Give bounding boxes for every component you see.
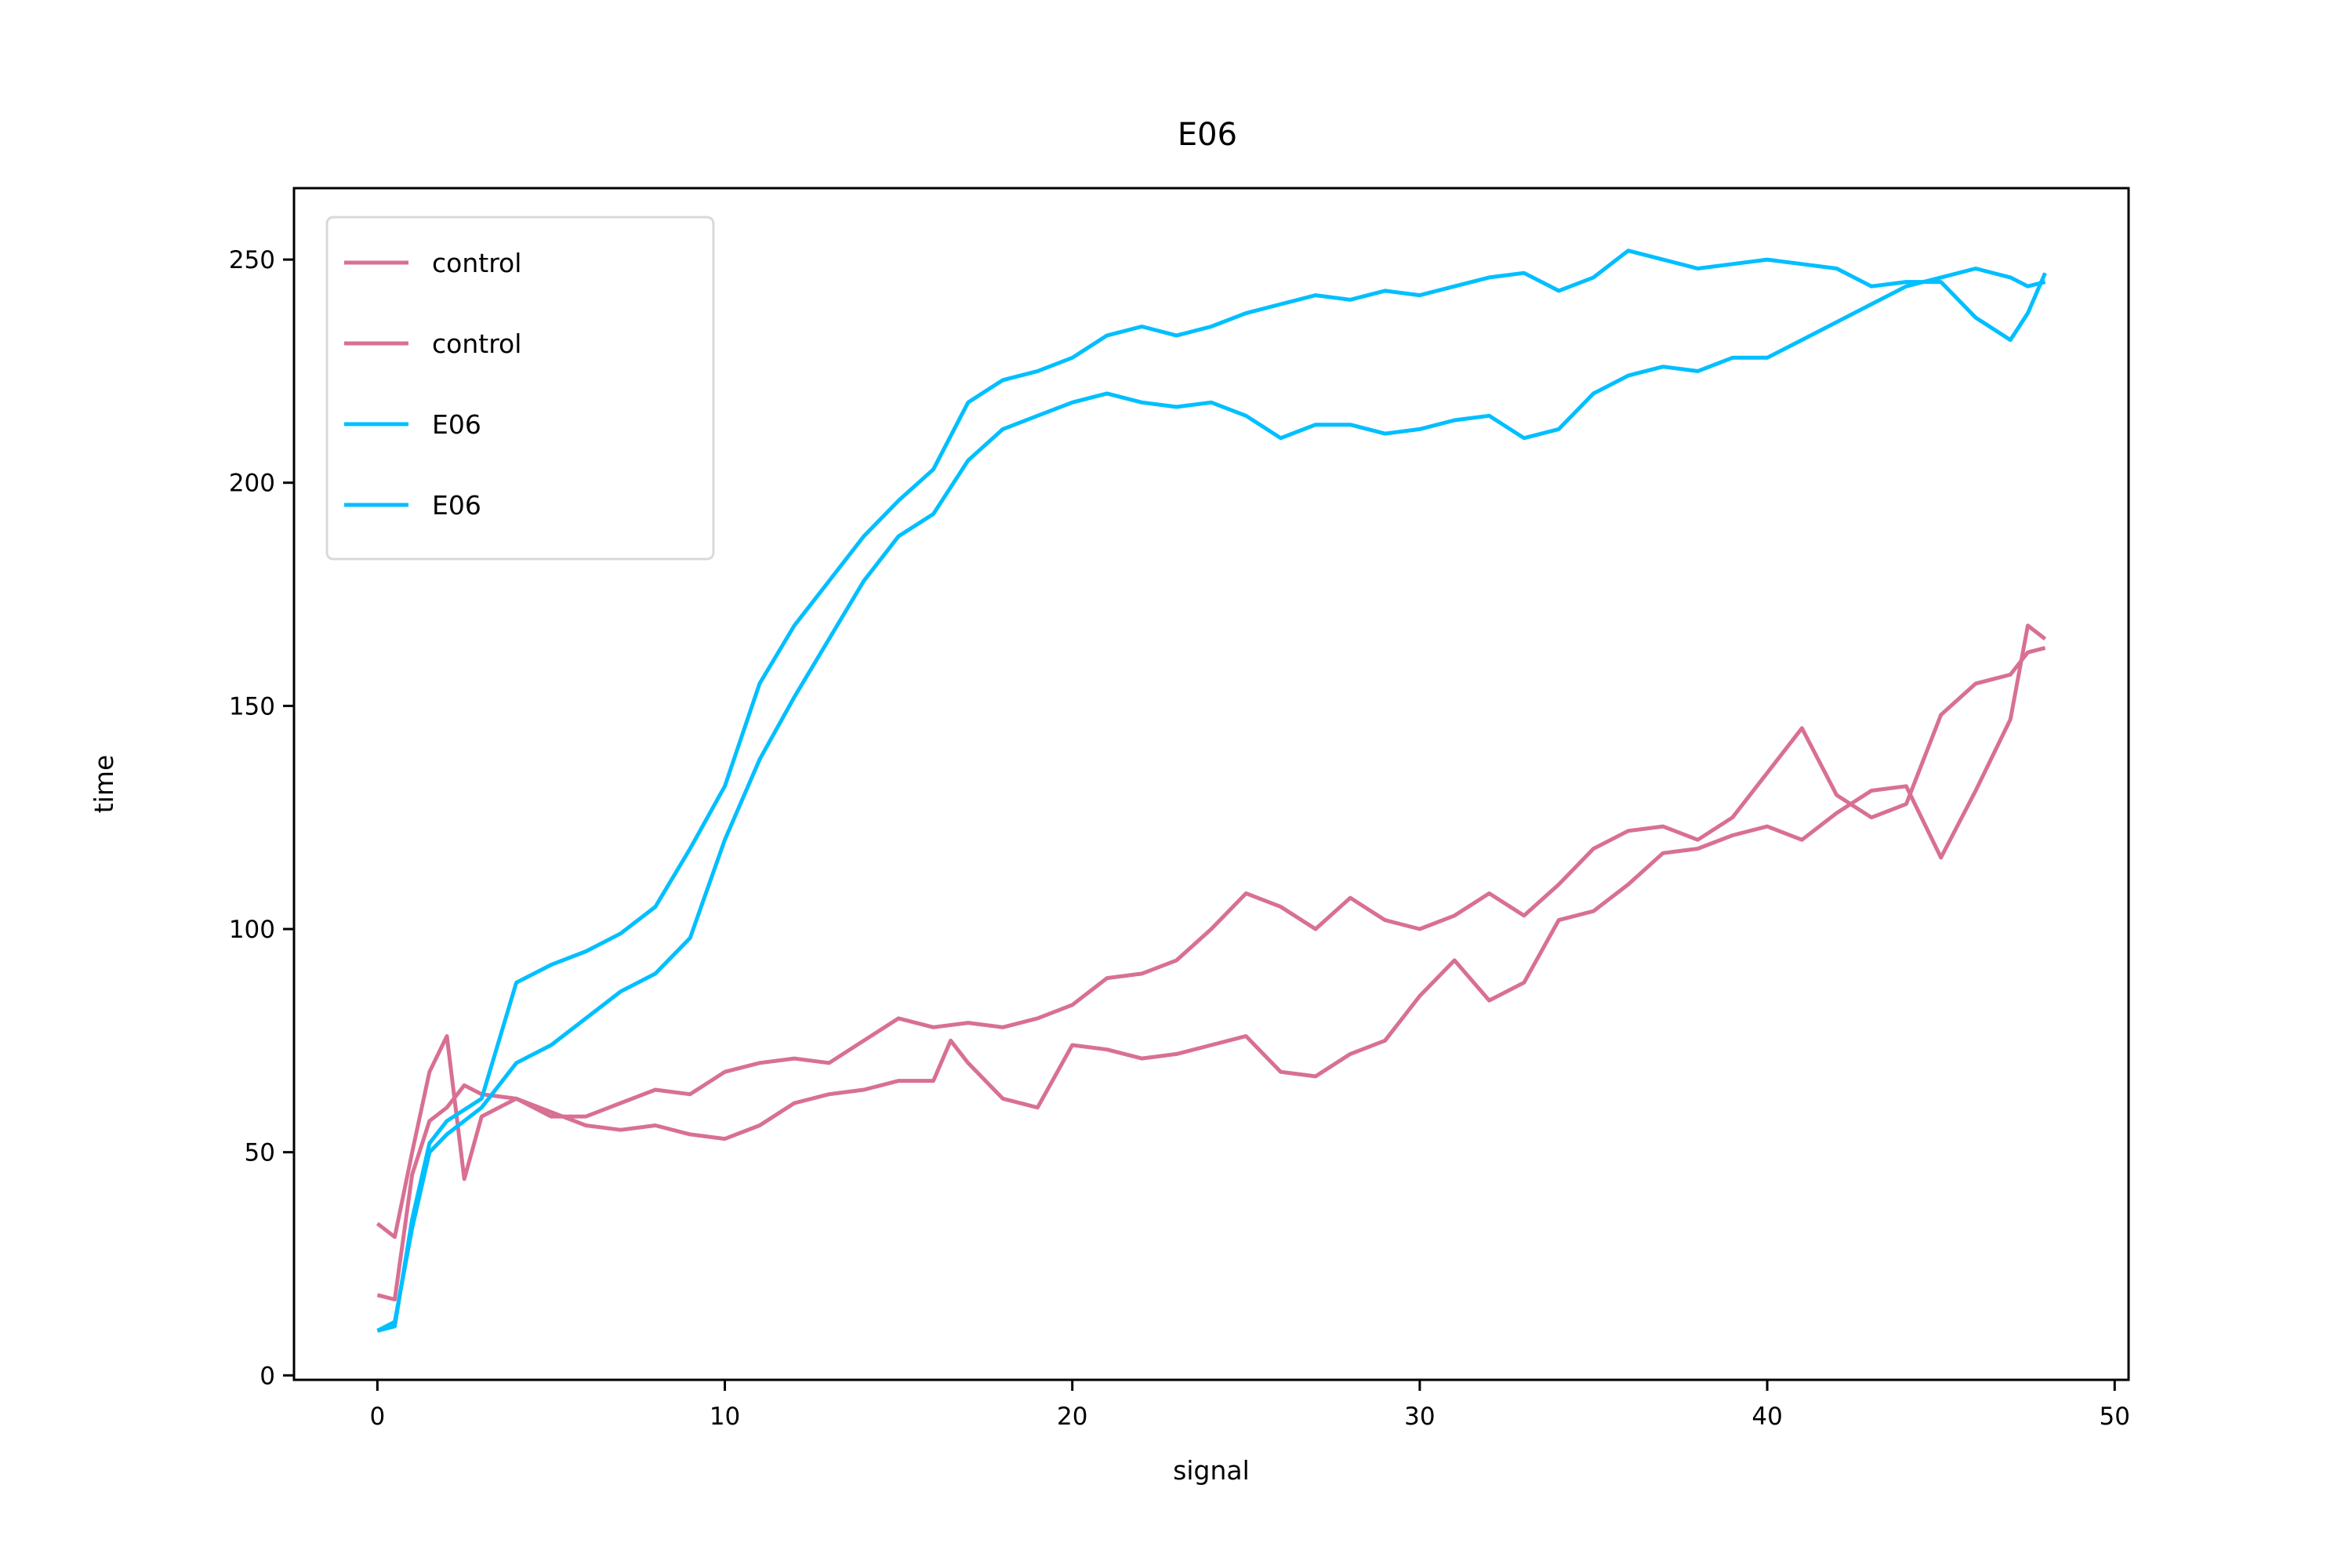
x-tick-label: 30 <box>1404 1403 1435 1431</box>
x-tick-label: 50 <box>2100 1403 2130 1431</box>
y-axis-label: time <box>89 755 119 814</box>
y-tick-label: 250 <box>229 246 275 274</box>
x-axis: 0 10 20 30 40 50 <box>369 1380 2130 1431</box>
series-line-2 <box>376 623 2047 1301</box>
y-tick-label: 150 <box>229 692 275 720</box>
x-tick-label: 40 <box>1751 1403 1782 1431</box>
y-tick-label: 200 <box>229 470 275 498</box>
legend-box <box>325 216 715 561</box>
series-line-4 <box>376 267 2046 1333</box>
y-axis: 0 50 100 150 200 250 <box>229 246 294 1390</box>
legend-label: control <box>432 328 521 359</box>
y-tick-label: 50 <box>245 1139 275 1167</box>
series-line-3 <box>376 249 2047 1333</box>
legend-label: control <box>432 248 521 278</box>
x-axis-label: signal <box>1173 1455 1250 1486</box>
y-tick-label: 0 <box>260 1362 275 1390</box>
axes-frame <box>292 187 2130 1381</box>
series-line-1 <box>376 645 2046 1240</box>
legend-label: E06 <box>432 409 481 440</box>
legend-label: E06 <box>432 490 481 521</box>
legend: control control E06 E06 <box>325 216 715 561</box>
x-tick-label: 10 <box>710 1403 740 1431</box>
chart-title: E06 <box>1178 117 1237 153</box>
y-tick-label: 100 <box>229 916 275 944</box>
x-tick-label: 0 <box>369 1403 385 1431</box>
x-tick-label: 20 <box>1057 1403 1087 1431</box>
plot-area <box>376 249 2047 1333</box>
